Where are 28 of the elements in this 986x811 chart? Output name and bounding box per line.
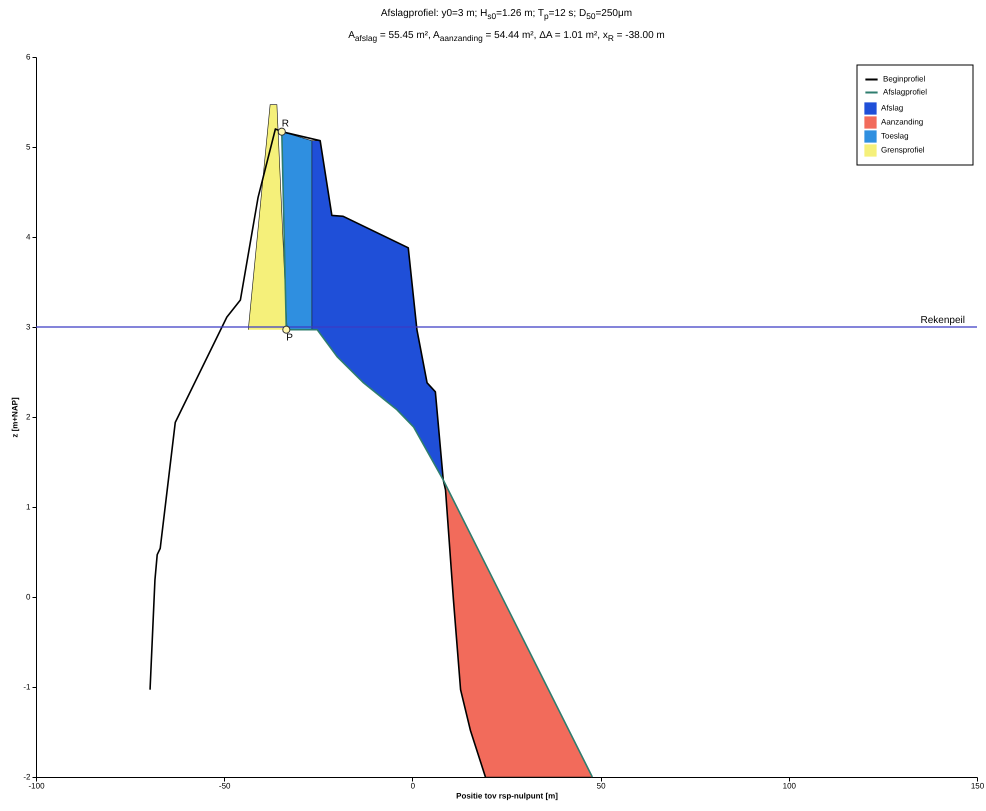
y-tick-label: 0 [26,592,32,602]
legend-label: Beginprofiel [883,74,926,84]
legend-label: Aanzanding [881,118,924,126]
legend-label: Toeslag [881,132,909,140]
annotation: R [282,118,290,130]
y-tick-label: 5 [26,142,32,152]
x-axis-title: Positie tov rsp-nulpunt [m] [456,792,558,800]
legend-label: Grensprofiel [881,146,925,154]
x-tick-label: -100 [28,782,46,790]
legend-label: Afslag [881,104,904,112]
ref-line-label: Rekenpeil [920,315,965,326]
chart-subtitle: A$_{afslag}$ = 55.45 m², A$_{aanzanding}$ = 54.44 m², ΔA = 1.01 m², x$_{R}$ = -38.00 m [347,30,666,43]
y-axis-title: z [m+NAP] [10,397,20,438]
annotation: P [286,332,294,344]
x-tick-label: 50 [596,782,606,790]
y-tick-label: 4 [26,232,32,242]
x-tick-label: 100 [782,782,797,790]
y-tick-label: -1 [23,682,32,692]
x-tick-label: -50 [218,782,232,790]
x-tick-label: 0 [410,782,416,790]
y-tick-label: 6 [26,52,32,62]
y-tick-label: 1 [26,502,32,512]
y-tick-label: -2 [23,772,32,782]
y-tick-label: 3 [26,322,32,332]
x-tick-label: 150 [970,782,985,790]
y-tick-label: 2 [26,412,32,422]
legend-label: Afslagprofiel [883,88,928,96]
chart-title: Afslagprofiel: y0=3 m; H$_{s0}$=1.26 m; T$_{p}$=12 s; D$_{50}$=250μm [380,8,634,21]
